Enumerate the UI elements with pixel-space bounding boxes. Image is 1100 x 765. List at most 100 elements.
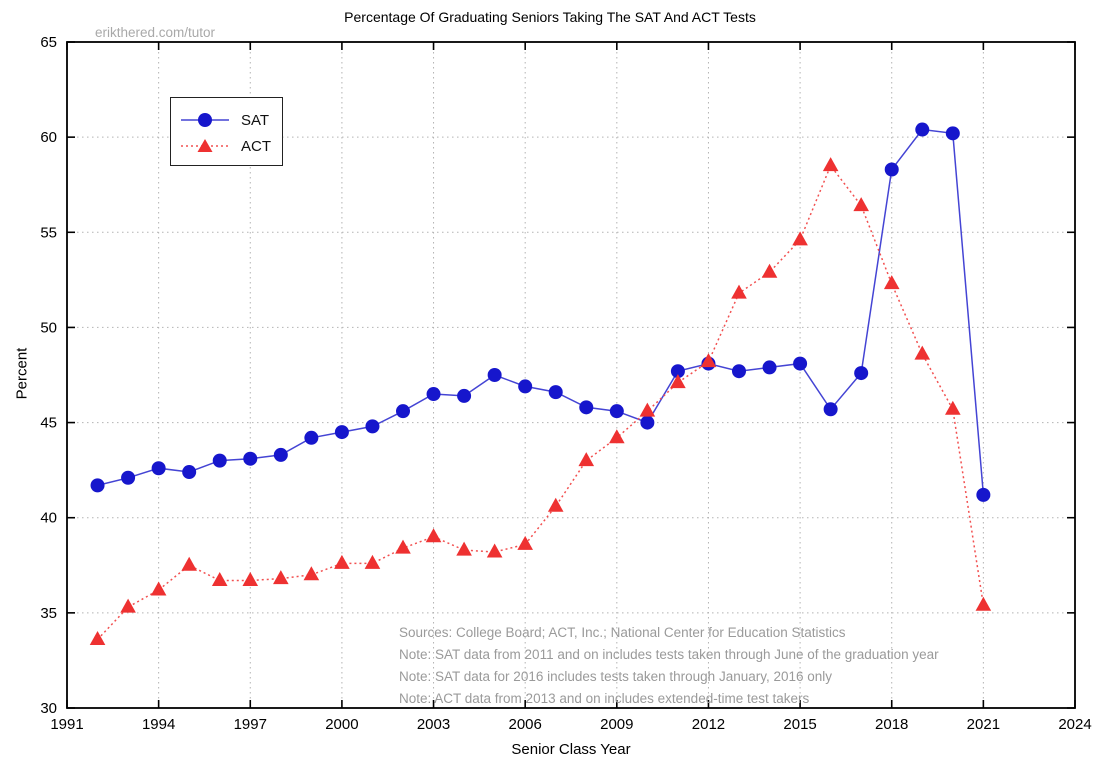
sat-point: [243, 451, 258, 466]
y-tick-label: 45: [40, 415, 57, 432]
act-point: [853, 197, 869, 212]
act-point: [578, 452, 595, 467]
sat-point: [273, 447, 288, 462]
x-tick-label: 2009: [600, 716, 633, 733]
x-tick-label: 2024: [1058, 716, 1091, 733]
chart-title: Percentage Of Graduating Seniors Taking …: [344, 9, 756, 25]
sat-point: [884, 162, 899, 177]
act-point: [364, 554, 381, 569]
y-tick-label: 55: [40, 224, 57, 241]
sat-point: [945, 126, 960, 141]
x-tick-label: 1994: [142, 716, 175, 733]
sat-point: [90, 478, 105, 493]
act-point: [89, 630, 106, 645]
sat-point: [609, 404, 624, 419]
legend-item-sat: SAT: [179, 107, 282, 133]
sat-point: [518, 379, 533, 394]
plot-frame: [66, 41, 1076, 709]
y-tick-label: 50: [40, 319, 57, 336]
x-tick-label: 2003: [417, 716, 450, 733]
sat-line: [97, 128, 985, 495]
act-point: [334, 554, 350, 569]
sat-point: [579, 400, 594, 415]
act-point: [273, 570, 289, 585]
note-line: Note: ACT data from 2013 and on includes…: [399, 691, 810, 706]
sat-point: [182, 465, 197, 480]
x-tick-label: 2018: [875, 716, 908, 733]
sat-point: [762, 360, 777, 375]
sat-point: [426, 387, 441, 402]
y-tick-label: 60: [40, 129, 57, 146]
sat-legend-sample-icon: [181, 113, 229, 127]
act-point: [303, 566, 320, 581]
legend-label-act: ACT: [241, 137, 271, 155]
act-point: [486, 543, 503, 558]
act-point: [395, 539, 411, 554]
y-tick-label: 40: [40, 510, 57, 527]
sat-point: [212, 453, 227, 468]
act-line: [96, 164, 985, 641]
x-tick-label: 2015: [783, 716, 816, 733]
act-point: [211, 572, 228, 587]
sat-point: [151, 461, 166, 476]
source-notes: Sources: College Board; ACT, Inc.; Natio…: [399, 622, 939, 710]
legend-label-sat: SAT: [241, 111, 270, 129]
sat-point: [365, 419, 380, 434]
act-point: [517, 535, 533, 550]
y-tick-label: 65: [40, 34, 57, 51]
act-point: [547, 497, 564, 512]
act-point: [639, 402, 656, 417]
act-point: [822, 157, 839, 172]
sat-point: [304, 430, 319, 445]
act-point: [425, 528, 442, 543]
act-legend-sample-icon: [181, 139, 229, 152]
act-point: [609, 429, 625, 444]
y-tick-label: 30: [40, 700, 57, 717]
act-point: [945, 400, 961, 415]
sat-point: [487, 368, 502, 382]
sat-point: [732, 364, 746, 379]
x-axis-label: Senior Class Year: [511, 741, 631, 758]
sat-point: [457, 388, 472, 403]
act-point: [670, 374, 686, 389]
sat-point: [548, 385, 563, 400]
legend: SAT ACT: [170, 97, 283, 166]
x-tick-label: 1991: [50, 716, 83, 733]
y-tick-label: 35: [40, 605, 57, 622]
y-axis-label: Percent: [13, 347, 31, 400]
act-point: [456, 541, 472, 556]
sat-point: [640, 415, 655, 430]
x-tick-label: 2006: [508, 716, 541, 733]
x-tick-label: 2012: [692, 716, 725, 733]
sat-point: [823, 402, 838, 417]
sat-point: [121, 470, 136, 485]
note-line: Note: SAT data from 2011 and on includes…: [399, 647, 939, 662]
note-line: Note: SAT data for 2016 includes tests t…: [399, 669, 833, 684]
act-point: [700, 353, 717, 368]
act-point: [975, 596, 992, 611]
act-point: [242, 572, 259, 587]
act-point: [914, 345, 931, 360]
act-point: [731, 284, 747, 299]
sat-point: [854, 366, 869, 381]
note-line: Sources: College Board; ACT, Inc.; Natio…: [399, 625, 846, 640]
sat-point: [670, 364, 685, 379]
watermark: erikthered.com/tutor: [95, 25, 216, 40]
x-tick-label: 2021: [967, 716, 1000, 733]
act-point: [120, 598, 136, 613]
sat-point: [396, 404, 410, 419]
act-point: [181, 556, 197, 571]
sat-point: [915, 122, 930, 137]
x-tick-label: 1997: [234, 716, 267, 733]
legend-item-act: ACT: [179, 133, 282, 159]
sat-point: [334, 425, 349, 440]
act-point: [761, 263, 778, 278]
act-point: [150, 581, 167, 596]
act-point: [792, 231, 808, 246]
sat-point: [976, 487, 991, 502]
x-tick-label: 2000: [325, 716, 358, 733]
act-point: [883, 275, 900, 290]
sat-point: [793, 356, 808, 371]
